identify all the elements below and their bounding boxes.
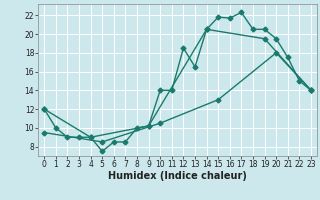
X-axis label: Humidex (Indice chaleur): Humidex (Indice chaleur) <box>108 171 247 181</box>
